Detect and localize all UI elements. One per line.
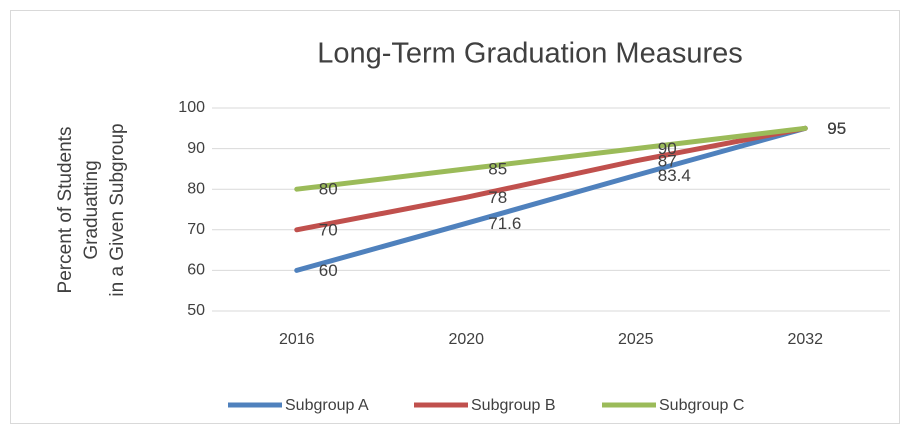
- x-tick-label: 2025: [618, 331, 654, 348]
- data-label: 85: [488, 159, 507, 178]
- data-label: 60: [319, 261, 338, 280]
- y-tick-label: 80: [187, 180, 205, 197]
- y-axis-label: Percent of Students: [55, 127, 76, 294]
- data-label: 71.6: [488, 214, 521, 233]
- y-tick-label: 70: [187, 221, 205, 238]
- data-label: 95: [827, 119, 846, 138]
- y-axis-label: Graduatting: [81, 160, 102, 259]
- data-label: 90: [658, 139, 677, 158]
- data-label: 95: [827, 119, 846, 138]
- data-label: 80: [319, 180, 338, 199]
- y-tick-label: 60: [187, 262, 205, 279]
- data-label: 78: [488, 188, 507, 207]
- y-tick-label: 90: [187, 140, 205, 157]
- y-axis-label: in a Given Subgroup: [107, 123, 128, 296]
- series-line: [294, 125, 808, 273]
- x-tick-label: 2020: [448, 331, 484, 348]
- y-tick-label: 100: [178, 99, 205, 116]
- data-label: 95: [827, 119, 846, 138]
- y-tick-label: 50: [187, 302, 205, 319]
- data-label: 70: [319, 220, 338, 239]
- series-line: [294, 125, 808, 192]
- data-label: 83.4: [658, 166, 691, 185]
- chart-border: [10, 10, 900, 424]
- x-tick-label: 2016: [279, 331, 315, 348]
- legend-label: Subgroup C: [659, 397, 744, 414]
- x-tick-label: 2032: [787, 331, 823, 348]
- legend-label: Subgroup B: [471, 397, 556, 414]
- legend-label: Subgroup A: [285, 397, 369, 414]
- data-label: 87: [658, 151, 677, 170]
- chart-title: Long-Term Graduation Measures: [317, 38, 743, 70]
- series-line: [294, 125, 808, 233]
